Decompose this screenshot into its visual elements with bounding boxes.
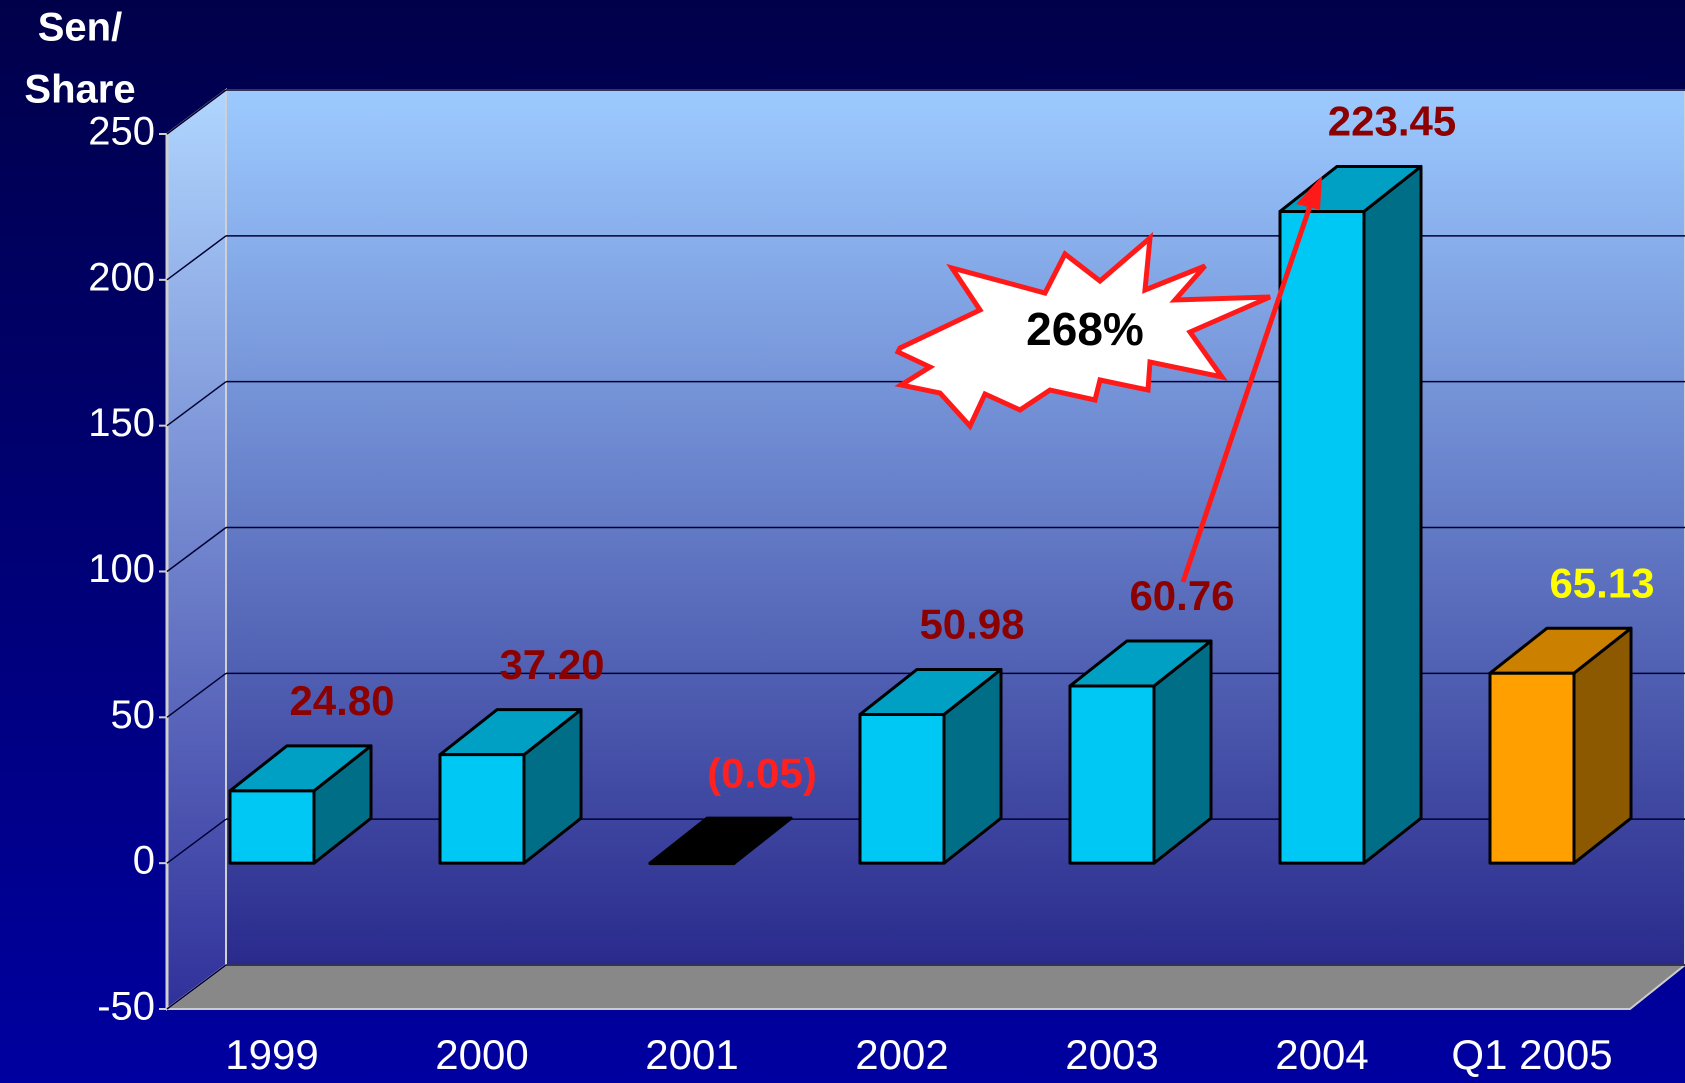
arrow-line bbox=[1180, 199, 1315, 583]
annotation-layer: 268% bbox=[894, 176, 1322, 583]
data-label: 37.20 bbox=[499, 641, 604, 688]
x-tick-label: Q1 2005 bbox=[1451, 1031, 1612, 1078]
data-label: 50.98 bbox=[919, 601, 1024, 648]
grid-line bbox=[166, 89, 227, 135]
x-tick-label: 2004 bbox=[1275, 1031, 1368, 1078]
bar bbox=[858, 712, 946, 865]
grid-line bbox=[166, 964, 227, 1010]
x-tick-label: 2002 bbox=[855, 1031, 948, 1078]
y-tick-label: 0 bbox=[133, 839, 155, 883]
y-axis-label: Share bbox=[24, 68, 135, 112]
y-tick-label: 200 bbox=[88, 255, 155, 299]
bar bbox=[228, 789, 316, 865]
y-axis-label: Sen/ bbox=[38, 6, 122, 50]
y-tick-label: 100 bbox=[88, 547, 155, 591]
bar bbox=[1488, 671, 1576, 865]
data-label: (0.05) bbox=[707, 749, 817, 796]
grid-line bbox=[166, 235, 227, 281]
x-tick-label: 2001 bbox=[645, 1031, 738, 1078]
x-tick-label: 2000 bbox=[435, 1031, 528, 1078]
floor bbox=[163, 964, 1685, 1010]
y-tick-label: 250 bbox=[88, 110, 155, 154]
data-label: 65.13 bbox=[1549, 559, 1654, 606]
bar bbox=[1278, 209, 1366, 865]
grid-line bbox=[166, 818, 227, 864]
data-label: 223.45 bbox=[1328, 98, 1456, 145]
y-tick-label: -50 bbox=[97, 985, 155, 1029]
starburst bbox=[894, 232, 1272, 431]
annotation-text: 268% bbox=[1026, 303, 1144, 355]
x-tick-label: 1999 bbox=[225, 1031, 318, 1078]
plot-area: -50 0 50 100 150 200 250 1999 24.80 2000 37.20 2001… bbox=[88, 88, 1685, 1078]
grid-line bbox=[166, 526, 227, 573]
x-tick-label: 2003 bbox=[1065, 1031, 1158, 1078]
grid-line bbox=[166, 381, 227, 427]
grid-line bbox=[166, 672, 227, 718]
y-tick-label: 50 bbox=[111, 693, 156, 737]
bar-side bbox=[1362, 164, 1423, 865]
data-label: 24.80 bbox=[289, 677, 394, 724]
bar bbox=[438, 753, 526, 865]
arrow-head bbox=[1296, 176, 1322, 210]
bar bbox=[648, 861, 736, 866]
y-tick-label: 150 bbox=[88, 401, 155, 445]
bar bbox=[1068, 684, 1156, 865]
